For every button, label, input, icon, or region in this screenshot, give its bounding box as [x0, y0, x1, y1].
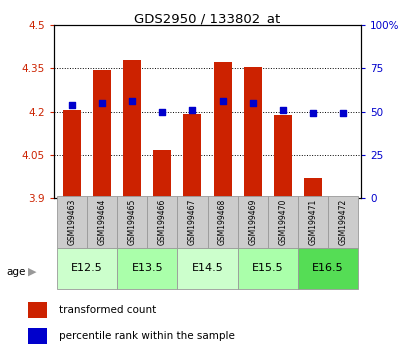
Text: GSM199464: GSM199464	[98, 199, 107, 245]
Bar	[28, 328, 47, 344]
Bar	[153, 150, 171, 198]
Point	[129, 98, 136, 104]
Text: ▶: ▶	[28, 267, 37, 276]
Text: GSM199472: GSM199472	[339, 199, 347, 245]
Text: E16.5: E16.5	[312, 263, 344, 273]
Bar	[28, 302, 47, 318]
Bar	[208, 196, 238, 248]
Text: E13.5: E13.5	[132, 263, 163, 273]
Text: E15.5: E15.5	[252, 263, 283, 273]
Bar	[87, 196, 117, 248]
Text: transformed count: transformed count	[59, 305, 156, 315]
Point	[339, 110, 346, 116]
Text: GSM199467: GSM199467	[188, 199, 197, 245]
Bar	[304, 178, 322, 198]
Text: GSM199470: GSM199470	[278, 199, 287, 245]
Bar	[214, 62, 232, 198]
Point	[69, 102, 76, 107]
Bar	[183, 114, 201, 198]
Bar	[328, 196, 358, 248]
Text: GSM199469: GSM199469	[248, 199, 257, 245]
Bar	[63, 110, 81, 198]
Point	[219, 98, 226, 104]
Bar	[117, 196, 147, 248]
Text: age: age	[6, 267, 26, 276]
Bar	[93, 70, 111, 198]
Bar	[238, 248, 298, 289]
Bar	[177, 248, 238, 289]
Point	[159, 109, 166, 114]
Bar	[298, 248, 358, 289]
Text: percentile rank within the sample: percentile rank within the sample	[59, 331, 234, 341]
Text: GDS2950 / 133802_at: GDS2950 / 133802_at	[134, 12, 281, 25]
Text: E12.5: E12.5	[71, 263, 103, 273]
Bar	[268, 196, 298, 248]
Point	[189, 107, 196, 113]
Bar	[57, 248, 117, 289]
Bar	[274, 115, 292, 198]
Bar	[238, 196, 268, 248]
Point	[310, 110, 316, 116]
Bar	[147, 196, 177, 248]
Bar	[244, 67, 262, 198]
Bar	[177, 196, 208, 248]
Text: GSM199466: GSM199466	[158, 199, 167, 245]
Point	[99, 100, 105, 106]
Text: GSM199468: GSM199468	[218, 199, 227, 245]
Text: GSM199463: GSM199463	[68, 199, 76, 245]
Text: GSM199471: GSM199471	[308, 199, 317, 245]
Bar	[57, 196, 87, 248]
Point	[279, 107, 286, 113]
Point	[249, 100, 256, 106]
Text: E14.5: E14.5	[192, 263, 223, 273]
Bar	[123, 60, 141, 198]
Text: GSM199465: GSM199465	[128, 199, 137, 245]
Bar	[117, 248, 177, 289]
Bar	[298, 196, 328, 248]
